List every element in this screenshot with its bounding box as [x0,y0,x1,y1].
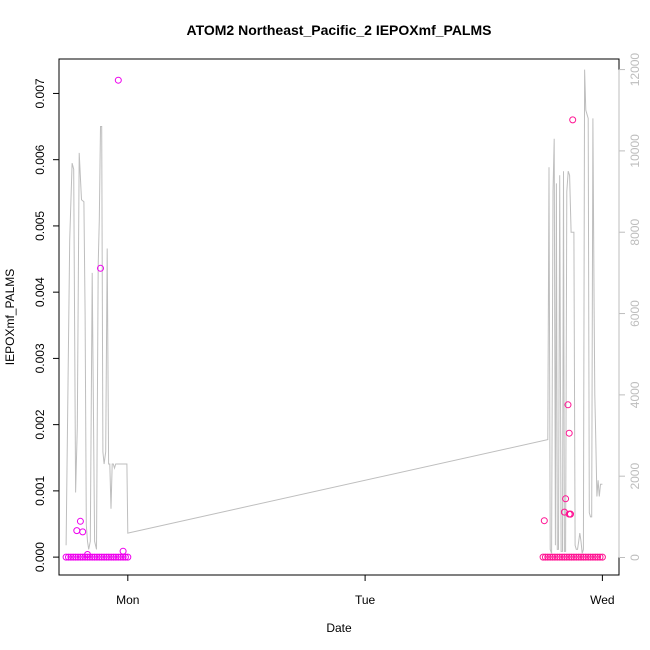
left-tick-label: 0.004 [33,277,47,307]
data-point [568,553,575,561]
x-axis-label: Date [326,621,352,635]
data-point [565,429,573,437]
data-point [570,553,578,561]
data-point [549,553,557,561]
plot-frame [58,58,620,576]
data-point [105,553,113,561]
x-tick-label: Mon [116,593,139,607]
data-point [596,553,604,561]
data-point [560,553,568,561]
data-point [563,553,571,561]
data-point [544,553,552,561]
data-point [562,495,570,503]
left-y-axis: 0.000 0.001 0.002 0.003 0.004 0.005 0.006 0.007 [33,78,60,572]
data-point [546,553,554,561]
altitude-line-layer [65,69,603,554]
data-point [594,553,602,561]
data-point [124,553,132,561]
left-tick-label: 0.003 [33,343,47,373]
left-tick-label: 0.000 [33,542,47,572]
data-point [553,553,561,561]
left-tick-label: 0.006 [33,144,47,174]
left-tick-label: 0.002 [33,409,47,439]
data-point [589,553,597,561]
left-tick-label: 0.007 [33,78,47,108]
altitude-series-line [65,69,603,554]
left-tick-label: 0.001 [33,476,47,506]
data-point [564,401,572,409]
data-point [539,553,547,561]
points-layer [62,76,606,561]
data-point [91,553,99,561]
data-point [572,553,580,561]
data-point [74,553,82,561]
data-point [65,553,72,561]
data-point [577,553,585,561]
data-point [540,517,548,525]
data-point [100,553,108,561]
data-point [114,76,122,84]
data-point [103,553,110,561]
data-point [107,553,115,561]
data-point [121,553,129,561]
right-tick-label: 2000 [628,463,642,490]
data-point [95,553,103,561]
data-point [119,547,127,555]
y-axis-label: IEPOXmf_PALMS [3,269,17,365]
data-point [558,553,566,561]
data-point [62,553,70,561]
data-point [67,553,75,561]
data-point [566,510,574,518]
right-tick-label: 6000 [628,300,642,327]
left-tick-label: 0.005 [33,211,47,241]
x-tick-label: Tue [355,593,376,607]
data-point [551,553,559,561]
data-point [587,553,594,561]
data-point [117,553,125,561]
right-tick-label: 4000 [628,381,642,408]
data-point [73,527,81,535]
data-point [569,116,577,124]
right-tick-label: 8000 [628,219,642,246]
data-point [579,553,587,561]
right-tick-label: 12000 [628,53,642,87]
data-point [541,553,549,561]
data-point [98,553,106,561]
data-point [582,553,590,561]
data-point [575,553,583,561]
chart-title: ATOM2 Northeast_Pacific_2 IEPOXmf_PALMS [187,22,492,38]
data-point [112,553,120,561]
data-point [72,553,80,561]
data-point [556,553,564,561]
data-point [69,553,77,561]
data-point [97,264,104,272]
data-point [84,551,91,558]
data-point [79,528,87,536]
data-point [584,553,592,561]
data-point [93,553,101,561]
data-point [591,553,599,561]
x-tick-label: Wed [590,593,614,607]
x-axis: Mon Tue Wed [116,574,615,607]
data-point [598,553,606,561]
data-point [110,553,118,561]
data-point [76,553,84,561]
data-point [76,517,84,525]
right-tick-label: 0 [628,554,642,561]
data-point [565,553,573,561]
right-tick-label: 10000 [628,134,642,168]
data-point [84,553,91,561]
right-y-axis: 0 2000 4000 6000 8000 10000 12000 [618,53,642,561]
data-point [114,553,122,561]
